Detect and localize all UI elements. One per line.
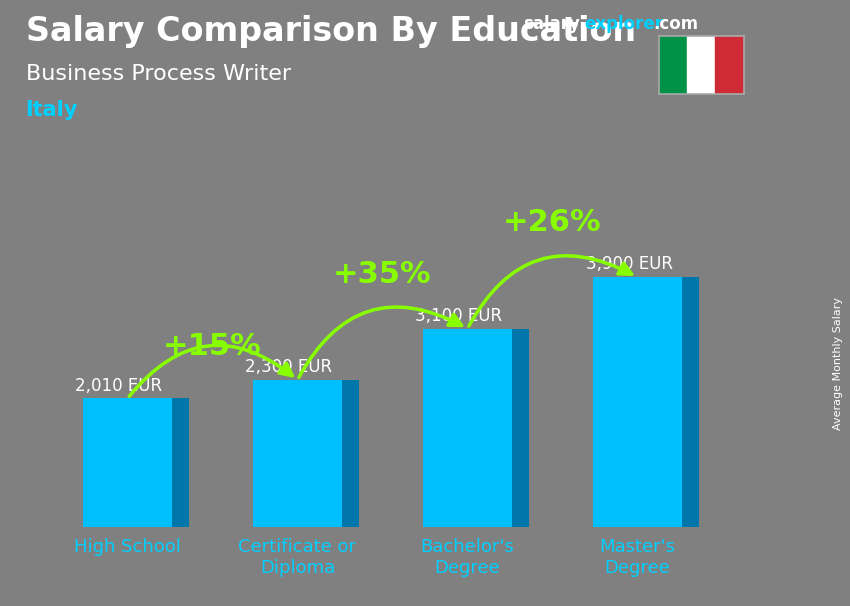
Text: +26%: +26% [503, 208, 602, 238]
Polygon shape [342, 380, 359, 527]
Text: 2,010 EUR: 2,010 EUR [76, 376, 162, 395]
Text: explorer: explorer [584, 15, 663, 33]
Polygon shape [682, 277, 699, 527]
Text: 2,300 EUR: 2,300 EUR [246, 358, 332, 376]
Polygon shape [172, 398, 189, 527]
Polygon shape [512, 328, 529, 527]
Bar [687, 36, 716, 94]
Bar [659, 36, 687, 94]
Text: Italy: Italy [26, 100, 78, 120]
Text: 3,100 EUR: 3,100 EUR [416, 307, 502, 325]
Text: Average Monthly Salary: Average Monthly Salary [833, 297, 843, 430]
Polygon shape [253, 380, 342, 527]
Text: +35%: +35% [333, 259, 432, 288]
Text: Business Process Writer: Business Process Writer [26, 64, 291, 84]
Text: salary: salary [523, 15, 580, 33]
Polygon shape [83, 398, 172, 527]
Polygon shape [423, 328, 512, 527]
Polygon shape [593, 277, 682, 527]
Text: Salary Comparison By Education: Salary Comparison By Education [26, 15, 636, 48]
Text: .com: .com [654, 15, 699, 33]
Text: 3,900 EUR: 3,900 EUR [586, 255, 672, 273]
Text: +15%: +15% [163, 332, 262, 361]
Bar [716, 36, 744, 94]
